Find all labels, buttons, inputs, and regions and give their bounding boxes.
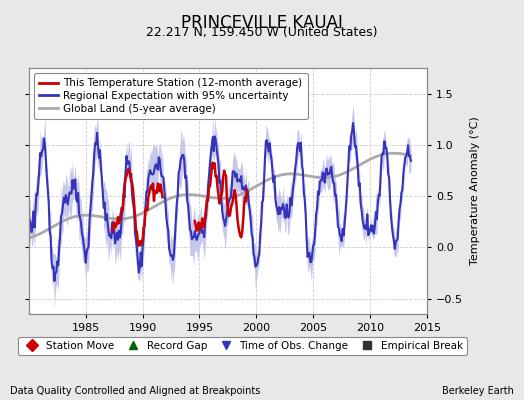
Y-axis label: Temperature Anomaly (°C): Temperature Anomaly (°C) xyxy=(470,117,480,265)
Text: 22.217 N, 159.450 W (United States): 22.217 N, 159.450 W (United States) xyxy=(146,26,378,39)
Text: PRINCEVILLE KAUAI: PRINCEVILLE KAUAI xyxy=(181,14,343,32)
Legend: This Temperature Station (12-month average), Regional Expectation with 95% uncer: This Temperature Station (12-month avera… xyxy=(34,73,308,119)
Text: Berkeley Earth: Berkeley Earth xyxy=(442,386,514,396)
Text: Data Quality Controlled and Aligned at Breakpoints: Data Quality Controlled and Aligned at B… xyxy=(10,386,261,396)
Legend: Station Move, Record Gap, Time of Obs. Change, Empirical Break: Station Move, Record Gap, Time of Obs. C… xyxy=(18,337,467,355)
